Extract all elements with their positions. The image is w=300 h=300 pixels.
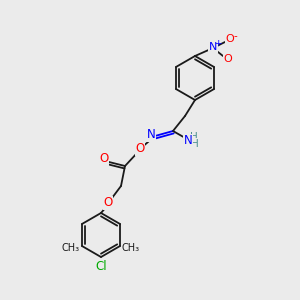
Text: O: O — [99, 152, 109, 166]
Text: O: O — [103, 196, 112, 209]
Text: H: H — [190, 132, 198, 142]
Text: N: N — [209, 42, 217, 52]
Text: -: - — [233, 31, 237, 41]
Text: CH₃: CH₃ — [62, 243, 80, 253]
Text: H: H — [191, 139, 199, 149]
Text: N: N — [184, 134, 192, 148]
Text: N: N — [147, 128, 155, 142]
Text: Cl: Cl — [95, 260, 107, 272]
Text: O: O — [226, 34, 234, 44]
Text: CH₃: CH₃ — [122, 243, 140, 253]
Text: O: O — [224, 54, 232, 64]
Text: O: O — [135, 142, 145, 155]
Text: +: + — [214, 38, 222, 47]
